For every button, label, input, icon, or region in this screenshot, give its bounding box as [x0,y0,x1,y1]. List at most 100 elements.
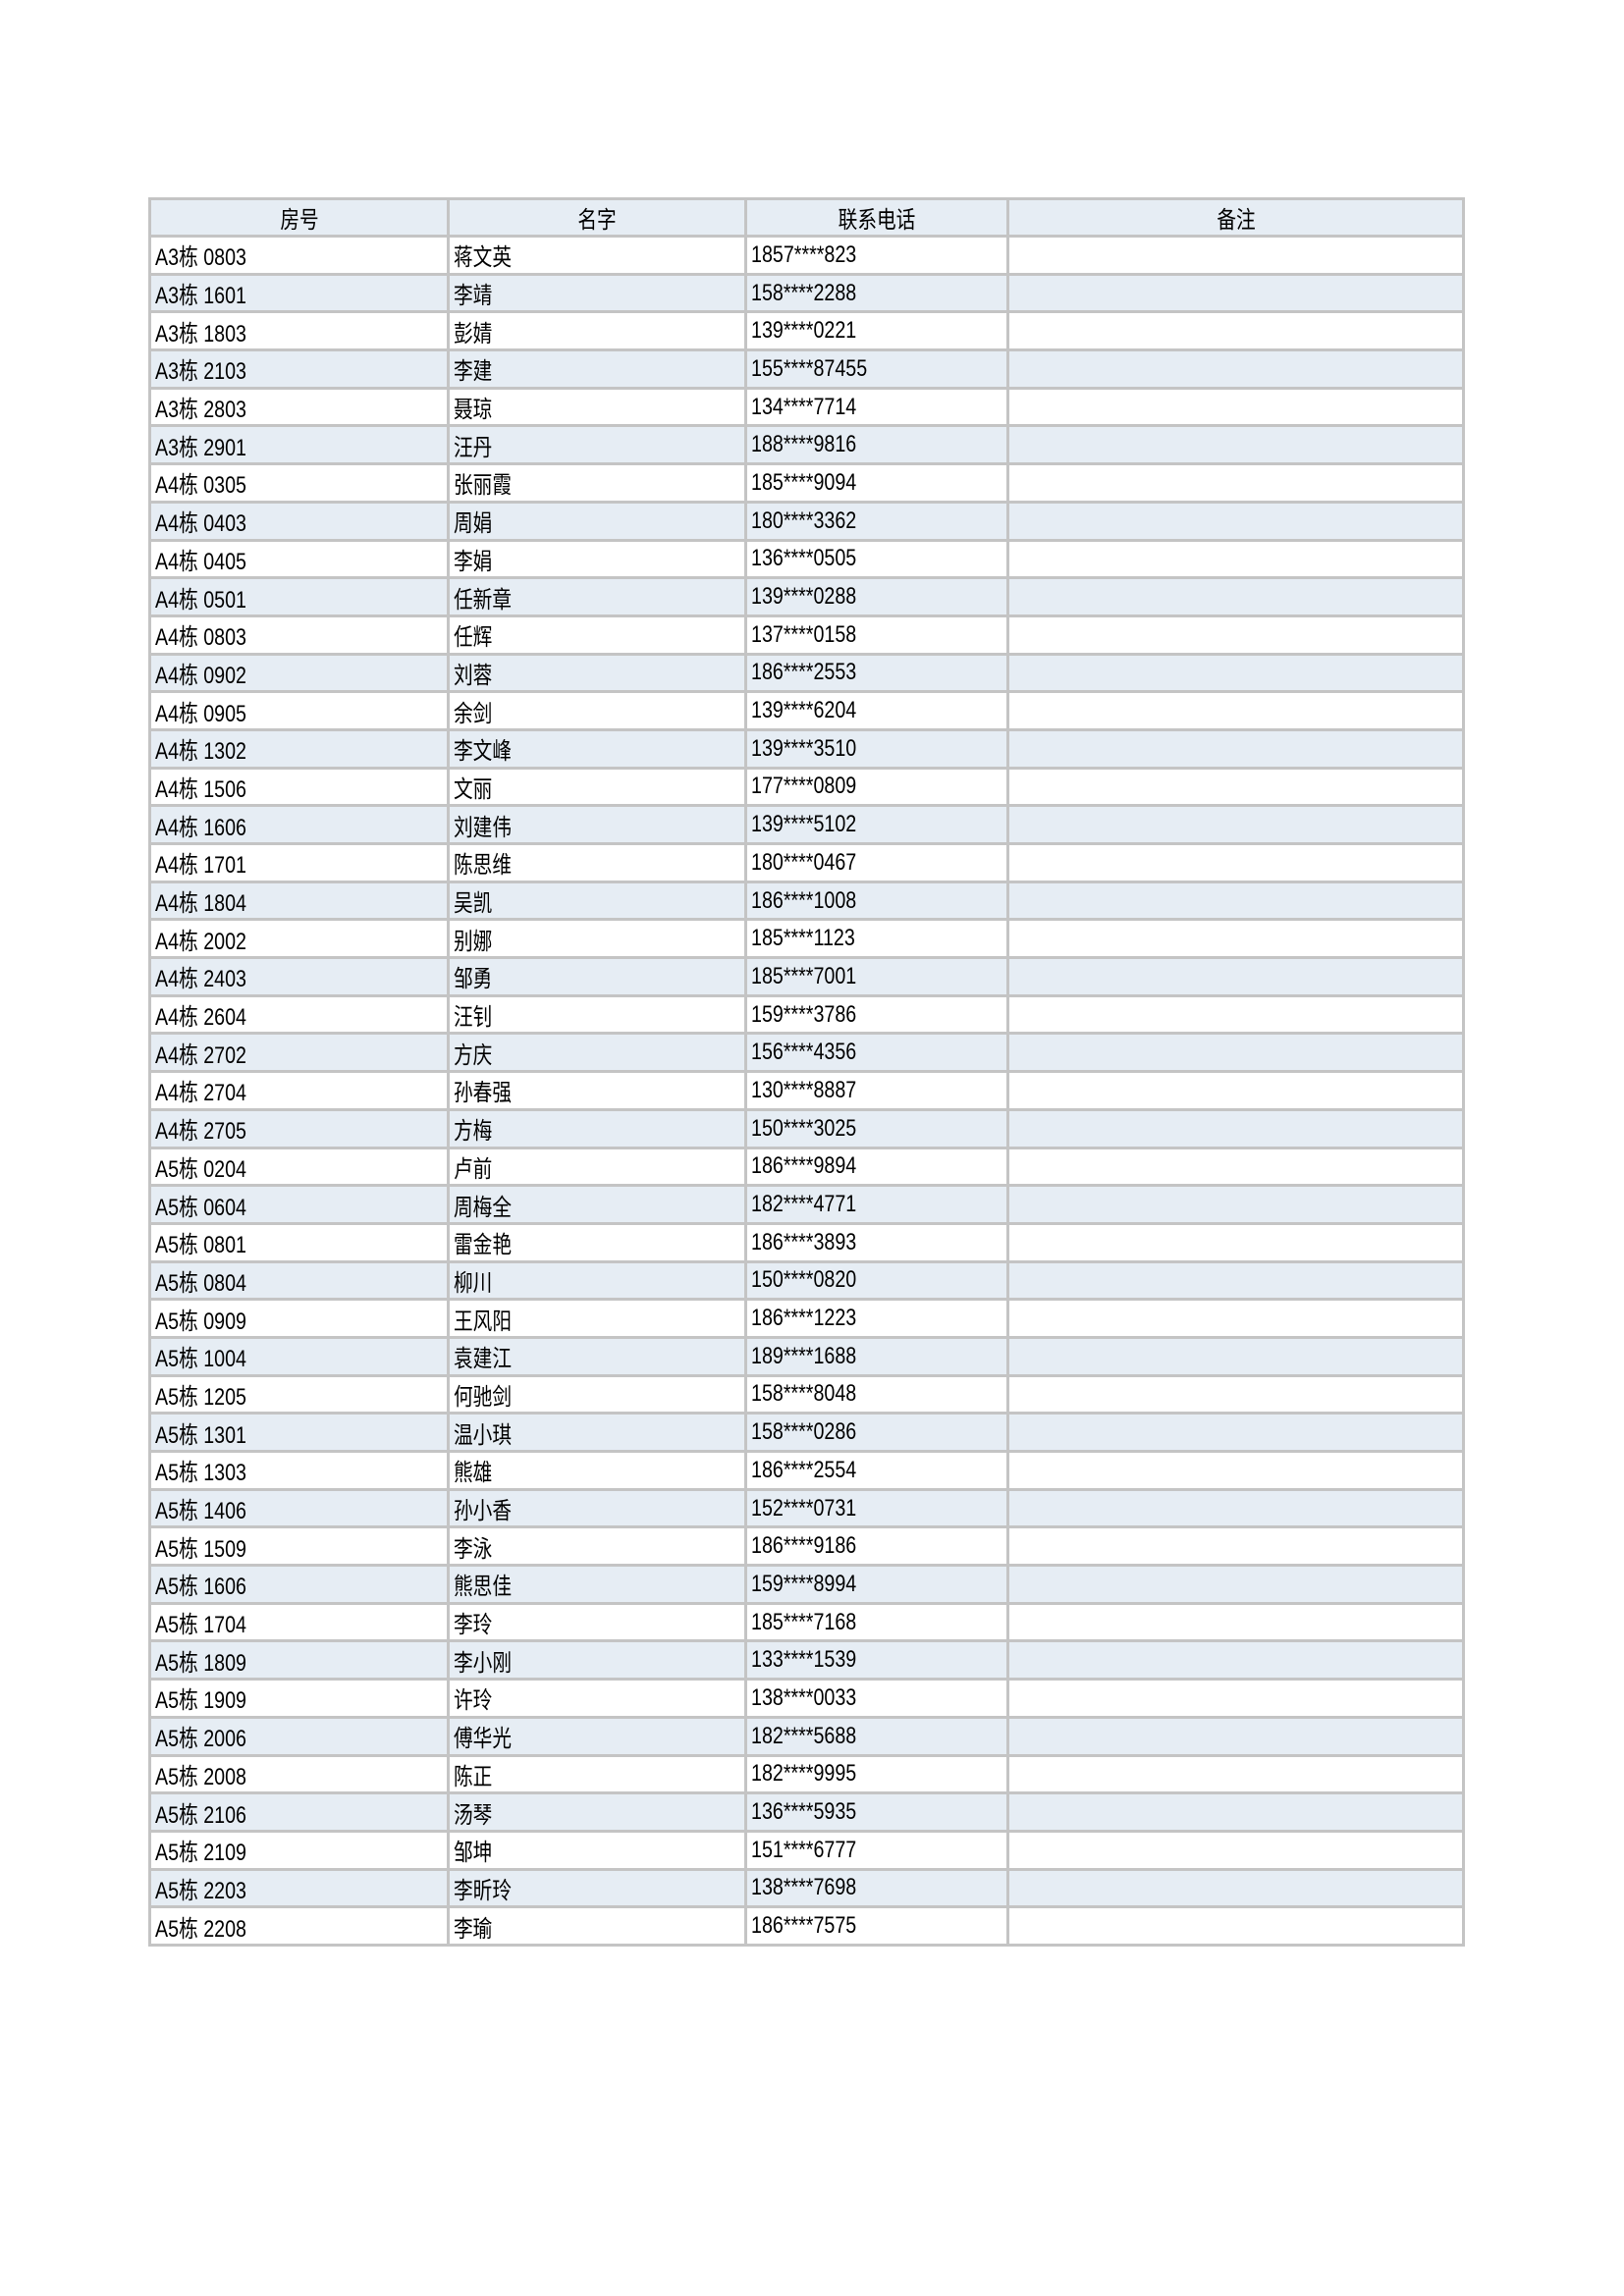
name-cell: 李靖 [447,272,747,314]
name-cell: 雷金艳 [447,1221,747,1263]
cell-text: 熊思佳 [454,1574,513,1601]
cell-text: 150****3025 [751,1114,857,1142]
table-row: A4栋 1506 文丽 177****0809 [148,766,1465,808]
cell-text: 159****3786 [751,1000,857,1028]
cell-text: 汤琴 [454,1801,493,1829]
cell-text: A5栋 1303 [155,1460,247,1487]
phone-cell: 139****3510 [744,727,1009,770]
table-row: A3栋 1803 彭婧 139****0221 [148,310,1465,352]
table-row: A4栋 0305 张丽霞 185****9094 [148,462,1465,504]
table-row: A3栋 1601 李靖 158****2288 [148,272,1465,314]
cell-text: 孙春强 [454,1080,513,1107]
remark-cell [1006,386,1465,428]
name-cell: 张丽霞 [447,462,747,504]
remark-cell [1006,576,1465,617]
remark-cell [1006,538,1465,580]
cell-text: A5栋 2006 [155,1726,247,1753]
cell-text: A3栋 2803 [155,397,247,424]
phone-cell: 186****2554 [744,1450,1009,1491]
table-row: A5栋 0909 王风阳 186****1223 [148,1298,1465,1339]
phone-cell: 133****1539 [744,1639,1009,1682]
cell-text: 186****1008 [751,886,857,914]
room-cell: A3栋 2803 [148,386,450,428]
name-cell: 温小琪 [447,1412,747,1453]
cell-text: 159****8994 [751,1570,857,1597]
cell-text: A5栋 1909 [155,1687,247,1715]
phone-cell: 185****1123 [744,918,1009,960]
name-cell: 李娟 [447,538,747,580]
cell-text: 137****0158 [751,620,857,648]
cell-text: 139****0221 [751,317,857,345]
name-cell: 李瑜 [447,1905,747,1947]
cell-text: 别娜 [454,928,493,955]
name-cell: 邹坤 [447,1829,747,1871]
remark-cell [1006,1791,1465,1833]
cell-text: A5栋 2109 [155,1840,247,1867]
room-cell: A3栋 2103 [148,348,450,390]
table-row: A5栋 0804 柳川 150****0820 [148,1259,1465,1302]
room-cell: A4栋 0501 [148,576,450,617]
cell-text: A5栋 0801 [155,1232,247,1259]
name-cell: 袁建江 [447,1335,747,1377]
name-cell: 陈正 [447,1753,747,1795]
name-cell: 李泳 [447,1525,747,1568]
name-cell: 周娟 [447,500,747,542]
phone-cell: 134****7714 [744,386,1009,428]
cell-text: 汪丹 [454,434,493,461]
remark-cell [1006,1184,1465,1225]
cell-text: A5栋 1809 [155,1649,247,1677]
table-row: A4栋 2702 方庆 156****4356 [148,1032,1465,1074]
cell-text: 张丽霞 [454,472,513,500]
cell-text: 李靖 [454,283,493,310]
room-cell: A4栋 0905 [148,690,450,731]
cell-text: 吴凯 [454,890,493,918]
room-cell: A3栋 2901 [148,424,450,466]
remark-cell [1006,1221,1465,1263]
phone-cell: 182****5688 [744,1715,1009,1757]
room-cell: A4栋 0405 [148,538,450,580]
phone-cell: 137****0158 [744,614,1009,656]
remark-cell [1006,1678,1465,1719]
cell-text: 134****7714 [751,393,857,420]
cell-text: 158****0286 [751,1418,857,1446]
name-cell: 任辉 [447,614,747,656]
table-row: A5栋 2109 邹坤 151****6777 [148,1829,1465,1871]
room-cell: A5栋 0801 [148,1221,450,1263]
cell-text: 卢前 [454,1155,493,1183]
table-row: A5栋 2203 李昕玲 138****7698 [148,1867,1465,1909]
phone-cell: 186****1008 [744,880,1009,922]
cell-text: 188****9816 [751,431,857,458]
cell-text: 177****0809 [751,773,857,800]
room-cell: A5栋 1205 [148,1373,450,1415]
remark-cell [1006,1450,1465,1491]
cell-text: A5栋 1704 [155,1612,247,1639]
name-cell: 王风阳 [447,1298,747,1339]
table-row: A5栋 1406 孙小香 152****0731 [148,1487,1465,1529]
phone-cell: 138****7698 [744,1867,1009,1909]
cell-text: A4栋 0803 [155,624,247,652]
remark-cell [1006,1564,1465,1605]
table-row: A5栋 1303 熊雄 186****2554 [148,1450,1465,1491]
remark-cell [1006,500,1465,542]
remark-cell [1006,766,1465,808]
remark-cell [1006,1107,1465,1149]
cell-text: A4栋 1804 [155,890,247,918]
remark-cell [1006,1146,1465,1188]
room-cell: A5栋 2106 [148,1791,450,1833]
cell-text: 傅华光 [454,1726,513,1753]
name-cell: 蒋文英 [447,235,747,276]
name-cell: 李昕玲 [447,1867,747,1909]
cell-text: A4栋 2704 [155,1080,247,1107]
room-cell: A5栋 2109 [148,1829,450,1871]
name-cell: 汤琴 [447,1791,747,1833]
phone-cell: 186****2553 [744,652,1009,694]
room-cell: A5栋 1406 [148,1487,450,1529]
table-row: A5栋 0204 卢前 186****9894 [148,1146,1465,1188]
cell-text: 186****3893 [751,1228,857,1255]
phone-cell: 180****3362 [744,500,1009,542]
remark-cell [1006,652,1465,694]
remark-cell [1006,1639,1465,1682]
name-cell: 汪钊 [447,993,747,1036]
cell-text: 陈正 [454,1763,493,1790]
room-cell: A5栋 1606 [148,1564,450,1605]
